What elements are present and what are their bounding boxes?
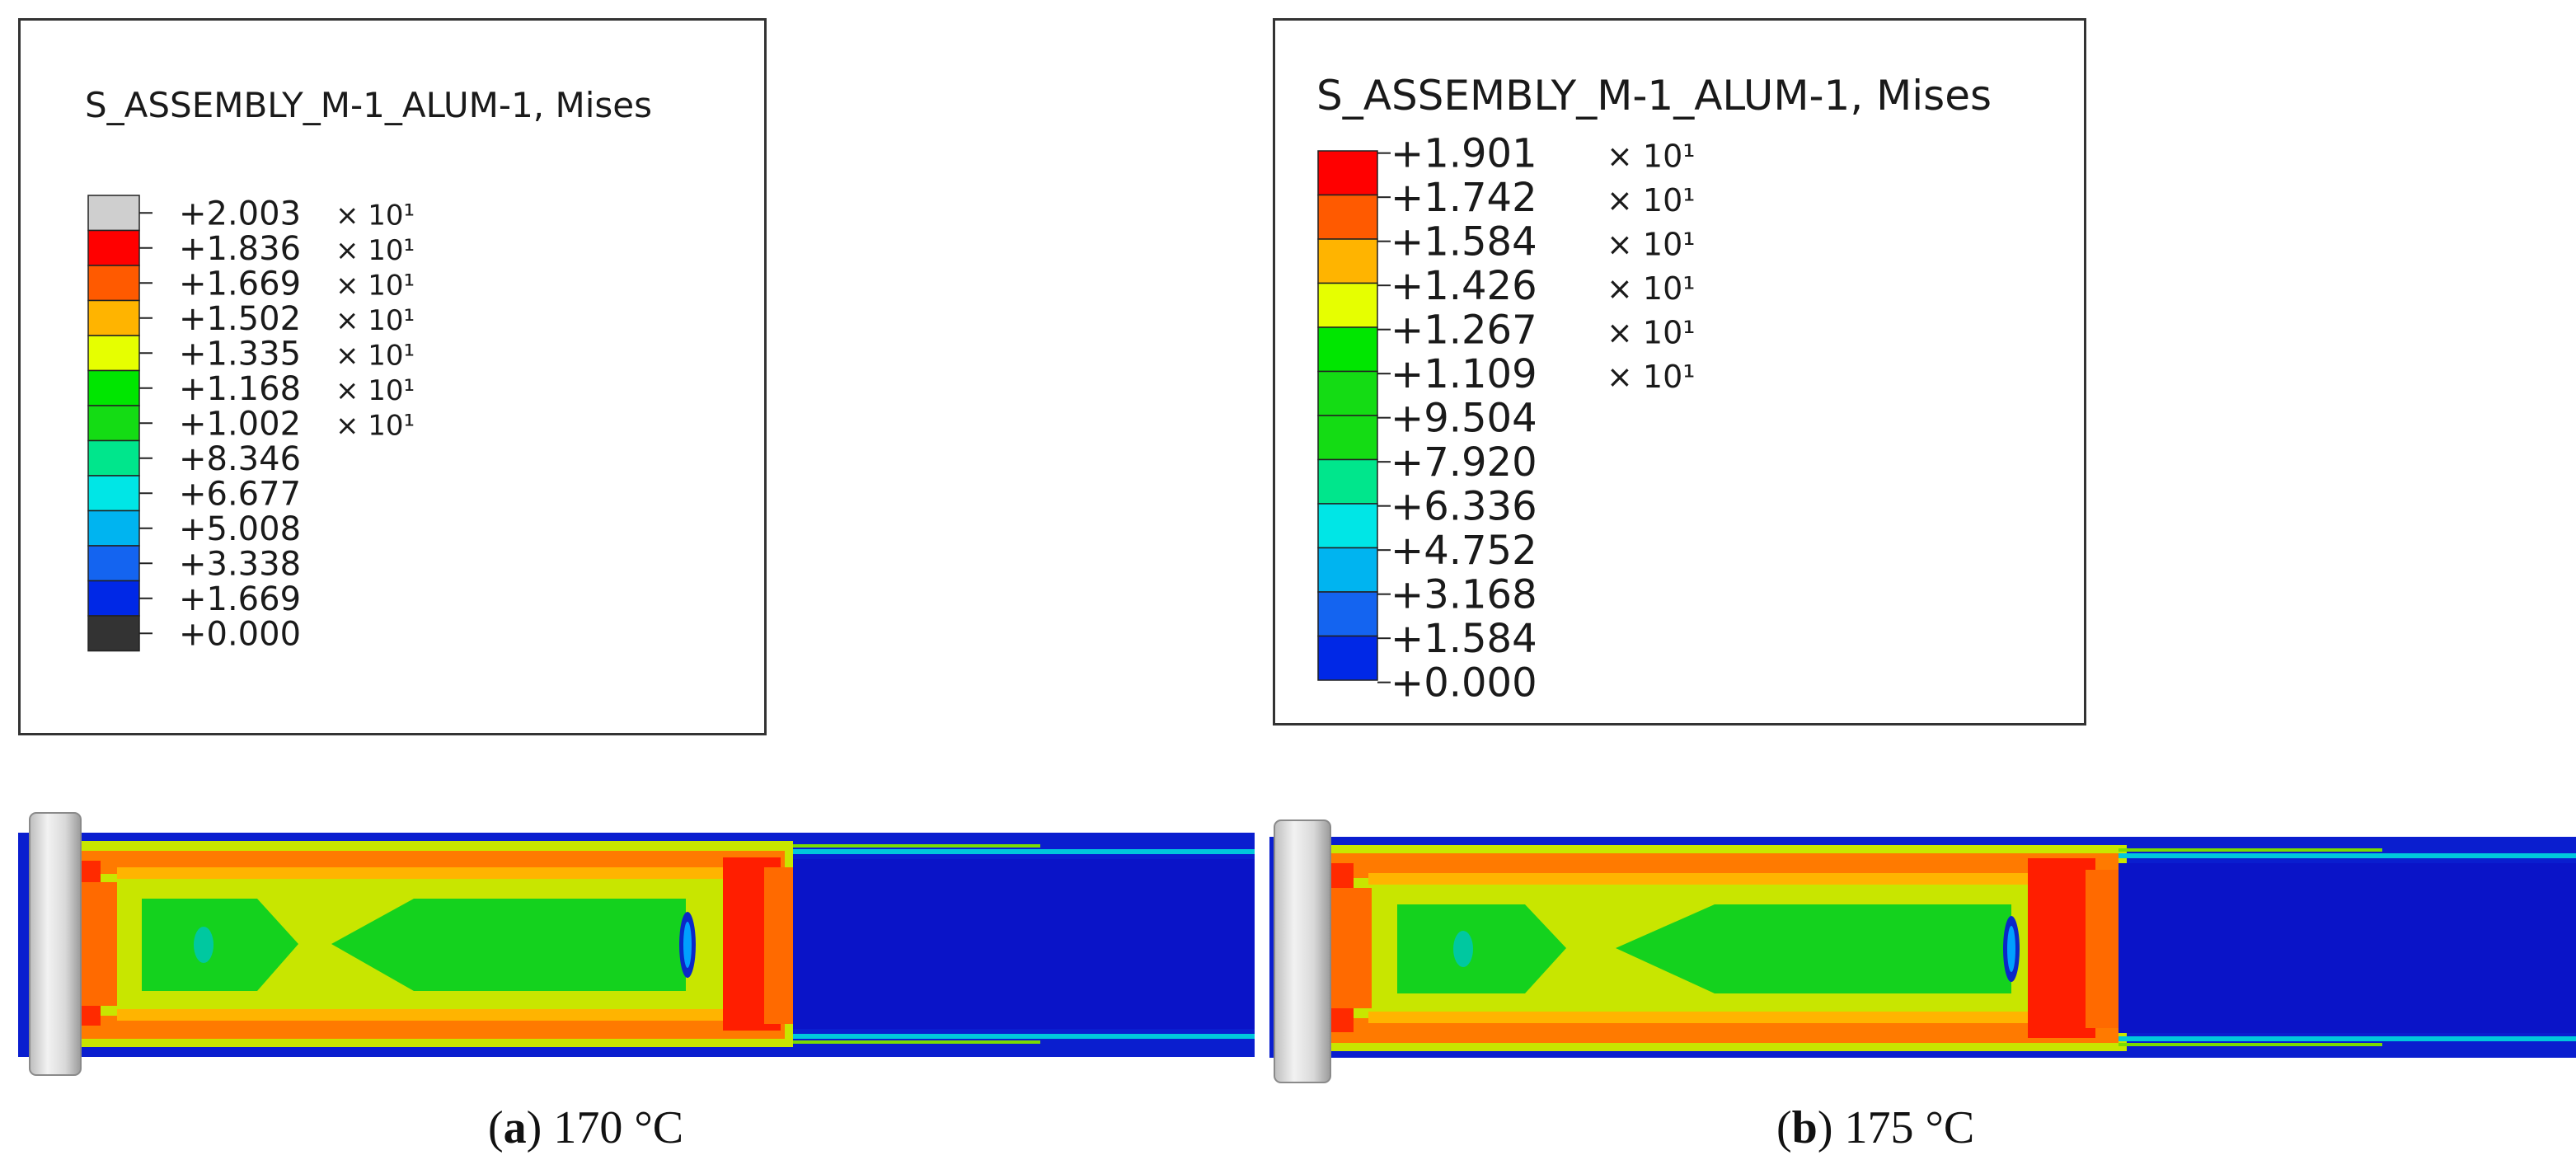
legend-multiplier-label: × 10¹ — [335, 269, 415, 302]
legend-value-label: +6.336 — [1391, 483, 1537, 529]
legend-multiplier-label: × 10¹ — [335, 304, 415, 337]
legend-swatch — [87, 510, 140, 547]
legend-value-label: +1.584 — [1391, 218, 1537, 265]
legend-swatch — [87, 615, 140, 652]
legend-multiplier-label: × 10¹ — [1607, 226, 1696, 262]
legend-value-label: +0.000 — [179, 615, 301, 653]
legend-value-label: +1.426 — [1391, 263, 1537, 309]
legend-value-label: +1.335 — [179, 335, 301, 373]
tube-body-a — [18, 833, 1255, 1057]
legend-value-label: +3.338 — [179, 545, 301, 583]
legend-value-label: +0.000 — [1391, 660, 1537, 706]
legend-multiplier-label: × 10¹ — [335, 199, 415, 232]
legend-swatch — [87, 405, 140, 442]
caption-b: (b) 175 °C — [1776, 1102, 1975, 1153]
caption-a: (a) 170 °C — [488, 1102, 684, 1153]
legend-value-label: +1.502 — [179, 300, 301, 338]
legend-multiplier-label: × 10¹ — [1607, 359, 1696, 395]
legend-swatch — [1317, 415, 1378, 461]
legend-multiplier-label: × 10¹ — [335, 409, 415, 442]
legend-value-label: +8.346 — [179, 440, 301, 478]
end-cap-a — [29, 812, 82, 1076]
legend-value-label: +2.003 — [179, 195, 301, 232]
legend-value-label: +1.002 — [179, 405, 301, 443]
legend-value-label: +1.267 — [1391, 307, 1537, 353]
legend-scale-b: +1.901 × 10¹ +1.742 × 10¹ +1.584 × 10¹ +1.426 ×… — [1317, 130, 1696, 706]
contour-plot-b — [1269, 819, 2576, 1083]
legend-swatch — [87, 439, 140, 477]
legend-swatch — [1317, 458, 1378, 505]
legend-value-label: +1.168 — [179, 370, 301, 408]
legend-swatch — [1317, 150, 1378, 196]
legend-swatch — [87, 369, 140, 406]
end-cap-b — [1274, 819, 1331, 1083]
legend-value-label: +1.901 — [1391, 130, 1537, 176]
legend-swatch — [87, 195, 140, 232]
legend-swatch — [87, 229, 140, 266]
legend-multiplier-label: × 10¹ — [335, 339, 415, 372]
legend-swatch — [87, 580, 140, 617]
legend-swatch — [1317, 503, 1378, 549]
legend-multiplier-label: × 10¹ — [1607, 182, 1696, 218]
legend-title-b: S_ASSEMBLY_M-1_ALUM-1, Mises — [1316, 72, 1992, 120]
contour-plot-a — [18, 812, 1255, 1076]
legend-swatch — [1317, 194, 1378, 240]
legend-value-label: +4.752 — [1391, 528, 1537, 574]
legend-value-label: +5.008 — [179, 510, 301, 548]
legend-value-label: +1.836 — [179, 230, 301, 268]
caption-text-a: 170 °C — [553, 1102, 684, 1153]
legend-multiplier-label: × 10¹ — [335, 374, 415, 407]
legend-value-label: +1.669 — [179, 580, 301, 618]
legend-swatch — [1317, 370, 1378, 416]
legend-swatch — [87, 475, 140, 512]
legend-value-label: +3.168 — [1391, 571, 1537, 618]
legend-swatch — [87, 545, 140, 582]
legend-value-label: +9.504 — [1391, 395, 1537, 441]
legend-multiplier-label: × 10¹ — [335, 234, 415, 267]
legend-value-label: +7.920 — [1391, 439, 1537, 486]
legend-swatch — [1317, 326, 1378, 373]
legend-swatch — [87, 335, 140, 372]
legend-multiplier-label: × 10¹ — [1607, 270, 1696, 307]
legend-swatch — [1317, 282, 1378, 328]
legend-swatch — [87, 265, 140, 302]
legend-swatch — [1317, 238, 1378, 284]
legend-multiplier-label: × 10¹ — [1607, 314, 1696, 350]
legend-value-label: +1.584 — [1391, 616, 1537, 662]
legend-box-b: S_ASSEMBLY_M-1_ALUM-1, Mises +1.901 × 10¹… — [1273, 18, 2086, 726]
tube-body-b — [1269, 837, 2576, 1058]
caption-text-b: 175 °C — [1844, 1102, 1975, 1153]
legend-box-a: S_ASSEMBLY_M-1_ALUM-1, Mises +2.003 × 10¹… — [18, 18, 767, 735]
caption-letter-b: b — [1791, 1102, 1818, 1153]
legend-swatch — [1317, 635, 1378, 681]
caption-letter-a: a — [503, 1102, 527, 1153]
legend-value-label: +6.677 — [179, 475, 301, 513]
legend-swatch — [1317, 591, 1378, 637]
legend-title-a: S_ASSEMBLY_M-1_ALUM-1, Mises — [85, 85, 652, 125]
legend-value-label: +1.109 — [1391, 351, 1537, 397]
legend-swatch — [1317, 547, 1378, 593]
legend-swatch — [87, 299, 140, 336]
legend-multiplier-label: × 10¹ — [1607, 138, 1696, 174]
legend-scale-a: +2.003 × 10¹ +1.836 × 10¹ +1.669 × 10¹ +1.502 ×… — [87, 195, 415, 653]
legend-value-label: +1.669 — [179, 265, 301, 303]
legend-value-label: +1.742 — [1391, 175, 1537, 221]
